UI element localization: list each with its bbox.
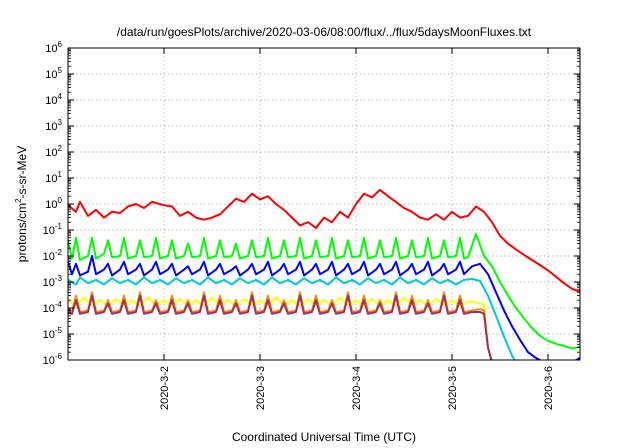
- y-tick-label: 101: [45, 170, 62, 185]
- x-tick-label: 2020-3-4: [351, 366, 363, 410]
- axis-ticks: [68, 47, 580, 361]
- y-axis-label: protons/cm2-s-sr-MeV: [14, 146, 29, 262]
- series-lines: [68, 188, 580, 360]
- y-tick-label: 105: [45, 66, 62, 81]
- grid-lines: [68, 48, 580, 360]
- chart-title: /data/run/goesPlots/archive/2020-03-06/0…: [117, 25, 532, 39]
- y-tick-label: 10-4: [43, 300, 63, 315]
- series-line-2: [68, 233, 580, 350]
- x-tick-label: 2020-3-2: [159, 366, 171, 410]
- y-tick-label: 10-3: [43, 274, 63, 289]
- y-tick-label: 10-6: [43, 352, 63, 367]
- series-line-3: [68, 276, 516, 360]
- y-tick-label: 10-5: [43, 326, 63, 341]
- x-axis-label: Coordinated Universal Time (UTC): [232, 430, 416, 444]
- y-tick-label: 100: [45, 196, 62, 211]
- y-tick-label: 103: [45, 118, 62, 133]
- y-tick-label: 104: [45, 92, 62, 107]
- series-line-4: [68, 255, 580, 360]
- y-tick-labels: 10-6 10-5 10-4 10-3 10-2 10-1 100 101 102 103 104 1…: [43, 40, 63, 367]
- y-tick-label: 10-1: [43, 222, 63, 237]
- y-tick-label: 102: [45, 144, 62, 159]
- x-tick-label: 2020-3-3: [255, 366, 267, 410]
- y-tick-label: 10-2: [43, 248, 63, 263]
- y-tick-label: 106: [45, 40, 62, 55]
- x-tick-labels: 2020-3-2 2020-3-3 2020-3-4 2020-3-5 2020-3-6: [159, 366, 555, 410]
- x-tick-label: 2020-3-6: [543, 366, 555, 410]
- series-line-5: [68, 296, 493, 360]
- series-line-1: [68, 188, 580, 293]
- x-tick-label: 2020-3-5: [447, 366, 459, 410]
- series-line-7: [68, 294, 493, 360]
